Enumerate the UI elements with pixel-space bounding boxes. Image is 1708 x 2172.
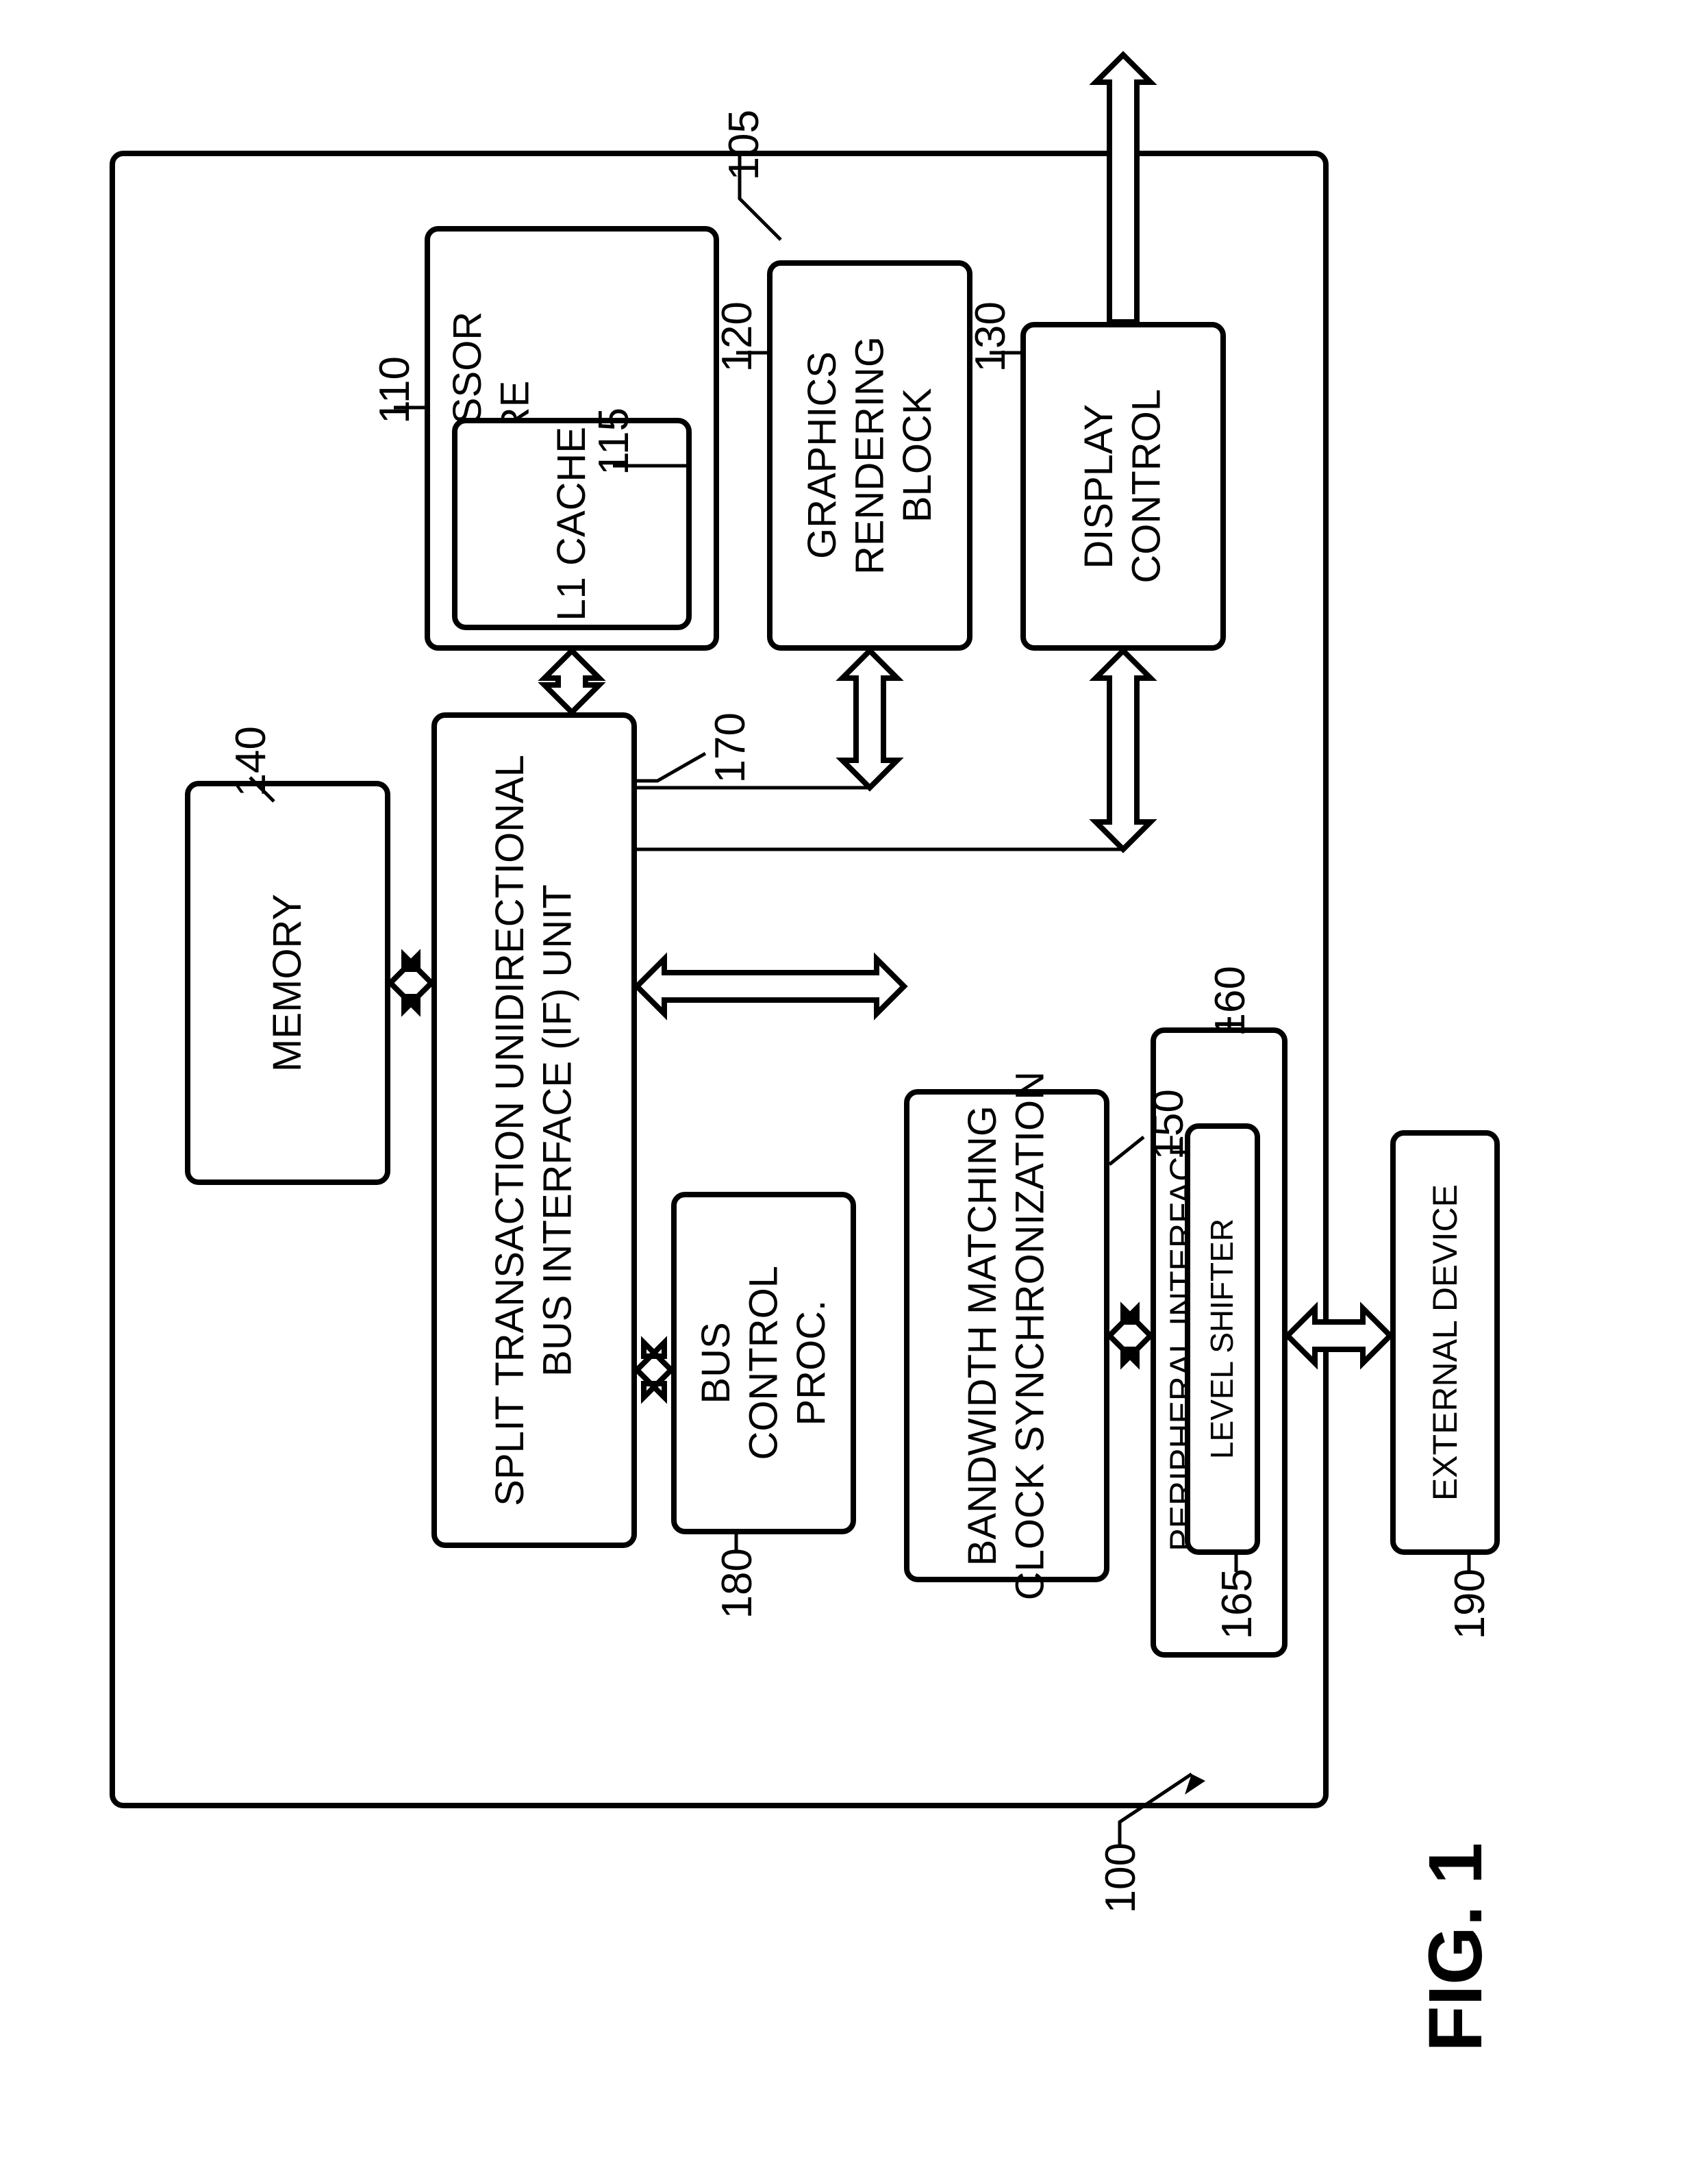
external-label: EXTERNAL DEVICE	[1424, 1184, 1466, 1501]
ref-150: 150	[1144, 1089, 1194, 1170]
graphics-box: GRAPHICS RENDERING BLOCK	[767, 260, 972, 651]
buscontrol-label: BUS CONTROL PROC.	[692, 1266, 836, 1460]
cache-box: L1 CACHE	[452, 418, 692, 630]
memory-label: MEMORY	[264, 894, 312, 1072]
bandwidth-box: BANDWIDTH MATCHING CLOCK SYNCHRONIZATION	[904, 1089, 1109, 1582]
ref-165: 165	[1212, 1569, 1263, 1649]
ref-120: 120	[712, 301, 763, 382]
graphics-label: GRAPHICS RENDERING BLOCK	[799, 336, 942, 575]
bus-if-label: SPLIT TRANSACTION UNIDIRECTIONAL BUS INT…	[486, 755, 581, 1506]
ref-190: 190	[1445, 1569, 1496, 1649]
bandwidth-label: BANDWIDTH MATCHING CLOCK SYNCHRONIZATION	[959, 1071, 1054, 1600]
ref-110: 110	[370, 356, 420, 434]
external-box: EXTERNAL DEVICE	[1390, 1130, 1500, 1555]
ref-180: 180	[712, 1548, 763, 1629]
ref-100: 100	[1096, 1843, 1146, 1923]
figure-label: FIG. 1	[1411, 1843, 1501, 2070]
memory-box: MEMORY	[185, 781, 390, 1185]
display-label: DISPLAY CONTROL	[1075, 389, 1170, 584]
bus_if-box: SPLIT TRANSACTION UNIDIRECTIONAL BUS INT…	[431, 712, 637, 1548]
ref-105: 105	[719, 110, 770, 190]
ref-140: 140	[226, 726, 277, 807]
display-box: DISPLAY CONTROL	[1020, 322, 1226, 651]
ref-130: 130	[966, 301, 1016, 382]
buscontrol-box: BUS CONTROL PROC.	[671, 1192, 856, 1534]
levelshifter-box: LEVEL SHIFTER	[1185, 1123, 1260, 1555]
ref-170: 170	[705, 712, 756, 793]
levelshifter-label: LEVEL SHIFTER	[1203, 1219, 1241, 1459]
ref-115: 115	[589, 408, 640, 486]
ref-160: 160	[1205, 966, 1256, 1047]
